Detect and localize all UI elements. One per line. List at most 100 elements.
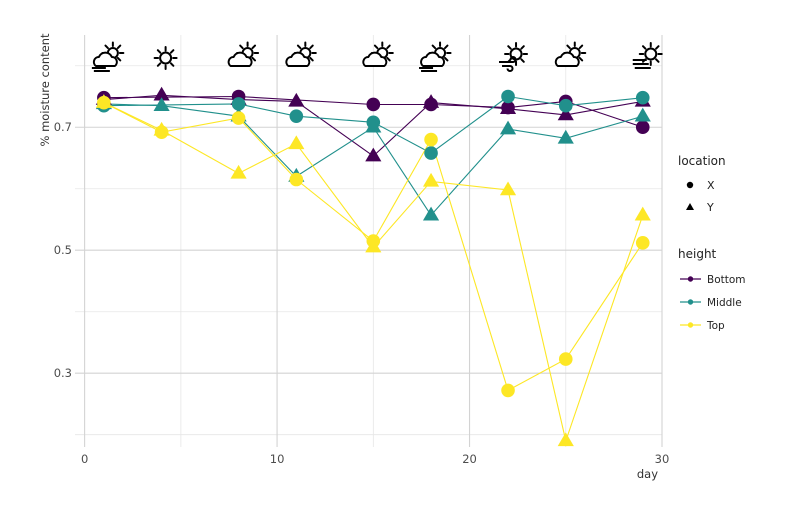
sun-ray (239, 44, 244, 50)
data-point-triangle (95, 94, 112, 108)
legend-height-label: Top (706, 320, 725, 332)
data-point-triangle (422, 94, 440, 108)
sun-ray (655, 45, 660, 50)
data-point-triangle (634, 206, 651, 221)
sun-wind-icon (499, 42, 529, 72)
data-point-triangle (365, 238, 382, 253)
wind-line (502, 65, 514, 72)
cloud-shape (92, 51, 118, 67)
data-point-triangle (499, 181, 517, 196)
legend-circle-key (686, 181, 694, 189)
sun-ray (578, 56, 584, 62)
x-tick-label: 30 (655, 452, 670, 466)
weather-icon-row (91, 41, 663, 72)
sun-ray (641, 45, 647, 50)
data-point-triangle (288, 92, 305, 107)
sun-ray (520, 58, 525, 63)
data-point-triangle (153, 86, 170, 101)
sun-icon (153, 46, 178, 70)
sun-disc (644, 47, 658, 61)
data-point-triangle (557, 432, 574, 447)
data-point-circle (231, 97, 246, 111)
cloud-shape (285, 51, 311, 67)
legend-location-label: Y (706, 201, 714, 214)
data-point-circle (366, 97, 381, 112)
sun-ray (578, 44, 584, 50)
data-point-triangle (153, 97, 170, 111)
data-point-triangle (634, 107, 651, 122)
data-point-circle (424, 132, 438, 147)
data-point-triangle (153, 121, 170, 136)
sun-ray (431, 44, 437, 50)
y-tick-label: 0.3 (54, 366, 72, 380)
sun-ray (251, 56, 257, 62)
axes: day % moisture content (38, 33, 658, 481)
sun-ray (169, 49, 175, 54)
sun-ray (507, 45, 512, 50)
sun-ray (520, 45, 525, 50)
data-point-circle (558, 98, 573, 113)
partly-cloudy-icon (362, 41, 394, 67)
partly-cloudy-icon (285, 41, 317, 67)
sun-ray (104, 44, 109, 50)
legend-location: location XY (678, 154, 726, 214)
legend-height-label: Middle (707, 297, 742, 309)
wind-line (499, 56, 517, 63)
x-tick-label: 0 (81, 452, 88, 466)
sun-ray (309, 56, 314, 62)
legend-location-label: X (707, 179, 715, 192)
data-point-circle (289, 172, 304, 187)
data-point-triangle (499, 100, 517, 115)
data-point-circle (635, 90, 650, 105)
data-point-circle (635, 236, 650, 250)
legend-point-key (687, 299, 694, 305)
data-point-triangle (365, 118, 382, 133)
sun-ray (566, 44, 571, 50)
x-tick-label: 20 (462, 452, 477, 466)
sun-ray (296, 44, 302, 50)
data-point-triangle (365, 147, 382, 162)
sun-ray (251, 44, 257, 50)
sun-fog-icon (632, 42, 663, 69)
data-point-triangle (422, 206, 440, 221)
sun-ray (116, 56, 122, 62)
legend-height-label: Bottom (707, 274, 746, 286)
legend-height-title: height (678, 247, 717, 261)
series-line-middle-x (103, 95, 643, 154)
sun-disc (159, 51, 173, 65)
partly-cloudy-fog-icon (419, 41, 452, 72)
y-tick-label: 0.5 (54, 243, 72, 257)
data-point-circle (501, 383, 515, 398)
data-point-circle (501, 89, 515, 104)
data-point-circle (231, 111, 246, 125)
sun-ray (309, 44, 314, 50)
data-point-circle (558, 352, 573, 366)
cloud-shape (420, 51, 445, 67)
y-tick-label: 0.7 (54, 120, 72, 134)
data-point-triangle (230, 164, 247, 179)
sun-ray (655, 58, 660, 63)
sun-ray (386, 44, 391, 50)
sun-ray (169, 62, 175, 67)
legend-triangle-key (686, 203, 694, 210)
partly-cloudy-fog-icon (91, 41, 125, 72)
legend-point-key (687, 322, 694, 328)
sun-ray (443, 44, 449, 50)
data-point-triangle (288, 135, 305, 150)
data-point-triangle (557, 106, 574, 121)
grid: 0 10 20 30 0.3 0.5 0.7 (54, 35, 670, 466)
cloud-shape (554, 51, 580, 67)
sun-ray (116, 44, 122, 50)
legend-location-title: location (678, 154, 726, 168)
x-tick-label: 10 (270, 452, 285, 466)
data-point-triangle (422, 172, 440, 187)
data-point-triangle (557, 129, 574, 144)
legend-point-key (687, 276, 694, 282)
y-axis-label: % moisture content (38, 33, 52, 147)
data-point-circle (635, 120, 650, 135)
data-point-circle (289, 109, 304, 123)
series-layer (95, 86, 651, 447)
sun-ray (156, 62, 162, 67)
